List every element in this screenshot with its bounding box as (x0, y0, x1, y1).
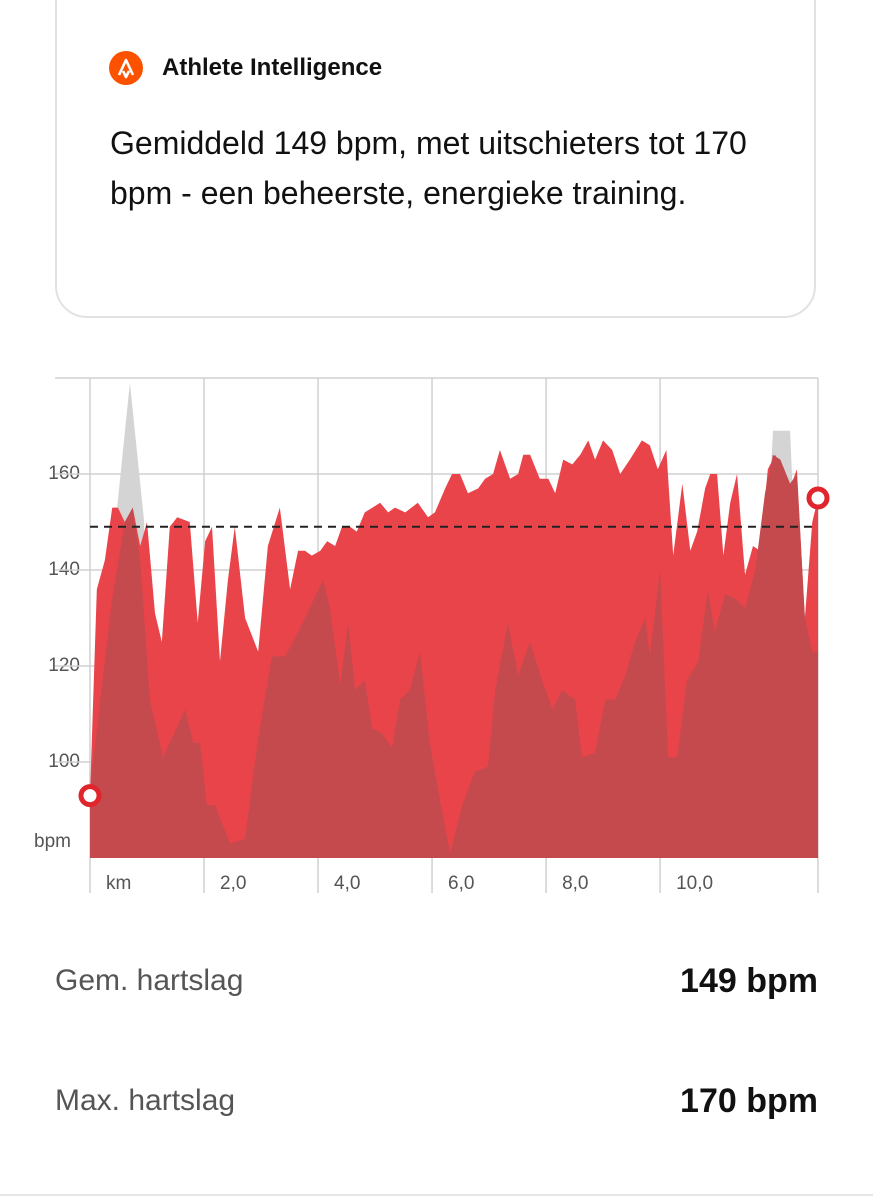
area (90, 454, 818, 858)
x-tick-label: 8,0 (562, 873, 588, 894)
stat-label: Gem. hartslag (55, 964, 244, 997)
strava-icon (109, 51, 143, 85)
y-axis-label: bpm (34, 831, 71, 852)
stat-label: Max. hartslag (55, 1084, 236, 1117)
end-marker (806, 486, 830, 510)
stat-value: 149 bpm (680, 962, 818, 1000)
x-tick-label: 6,0 (448, 873, 474, 894)
x-tick-label: 4,0 (334, 873, 360, 894)
x-tick-label: 10,0 (676, 873, 713, 894)
end-marker (78, 784, 102, 808)
stat-value: 170 bpm (680, 1082, 818, 1120)
x-tick-label: 2,0 (220, 873, 246, 894)
insight-card (55, 0, 816, 318)
card-text: Gemiddeld 149 bpm, met uitschieters tot … (110, 125, 747, 211)
card-title: Athlete Intelligence (162, 54, 383, 81)
divider (0, 1194, 873, 1196)
x-tick-label: km (106, 873, 131, 894)
